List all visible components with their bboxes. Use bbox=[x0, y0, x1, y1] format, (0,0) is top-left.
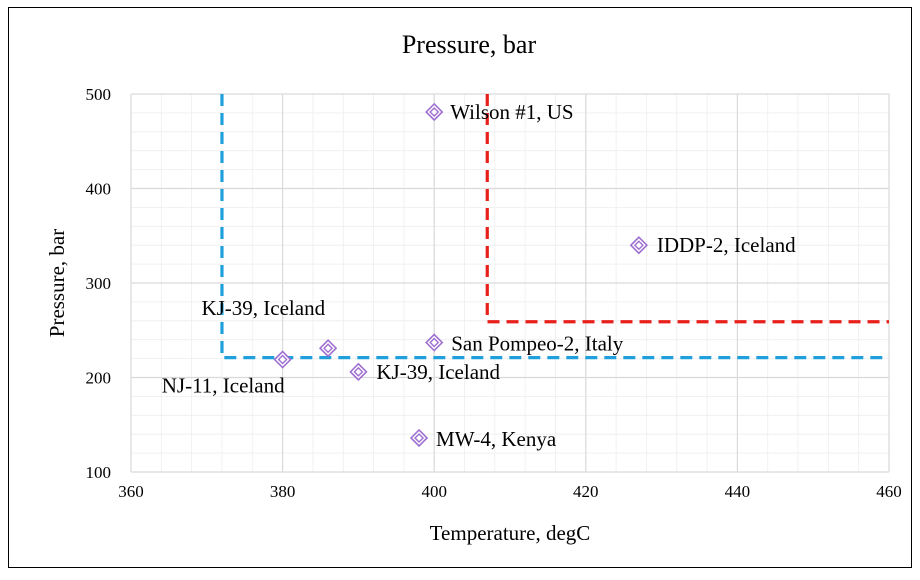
data-point-marker bbox=[273, 350, 292, 369]
y-tick-label: 100 bbox=[86, 463, 112, 482]
data-point-marker bbox=[349, 362, 368, 381]
y-axis-title: Pressure, bar bbox=[45, 229, 69, 337]
grid bbox=[130, 93, 890, 473]
x-tick-label: 440 bbox=[725, 482, 751, 501]
data-points bbox=[273, 102, 648, 448]
data-point-label: San Pompeo-2, Italy bbox=[451, 332, 624, 356]
data-point-label: KJ-39, Iceland bbox=[201, 296, 325, 320]
x-tick-label: 380 bbox=[270, 482, 296, 501]
data-point-marker-inner bbox=[414, 432, 425, 443]
data-point-marker-inner bbox=[277, 354, 288, 365]
data-point-marker bbox=[318, 339, 338, 358]
y-tick-label: 500 bbox=[86, 85, 112, 104]
y-tick-label: 200 bbox=[86, 369, 112, 388]
data-point-marker bbox=[409, 428, 429, 448]
threshold-lines bbox=[220, 94, 889, 360]
point-labels: Wilson #1, US IDDP-2, Iceland San Pompeo-2… bbox=[162, 100, 796, 451]
data-point-marker bbox=[629, 236, 648, 255]
data-point-marker-inner bbox=[429, 106, 440, 117]
x-tick-label: 360 bbox=[118, 482, 144, 501]
x-axis-title: Temperature, degC bbox=[430, 521, 591, 545]
data-point-label: NJ-11, Iceland bbox=[162, 374, 285, 398]
tick-labels: 360 380 400 420 440 460 100 200 300 400 500 bbox=[86, 85, 902, 501]
y-tick-label: 300 bbox=[86, 274, 112, 293]
data-point-label: MW-4, Kenya bbox=[436, 427, 557, 451]
x-tick-label: 420 bbox=[573, 482, 599, 501]
x-tick-label: 400 bbox=[421, 482, 447, 501]
data-point-label: IDDP-2, Iceland bbox=[657, 233, 796, 257]
x-tick-label: 460 bbox=[876, 482, 902, 501]
data-point-marker-inner bbox=[633, 240, 644, 251]
data-point-marker bbox=[425, 102, 444, 122]
chart-frame bbox=[8, 7, 912, 568]
data-point-marker bbox=[425, 333, 444, 352]
data-point-label: Wilson #1, US bbox=[450, 100, 573, 124]
threshold-line-red bbox=[485, 94, 889, 324]
chart-title: Pressure, bar bbox=[402, 30, 537, 59]
data-point-marker-inner bbox=[323, 343, 334, 354]
data-point-marker-inner bbox=[353, 366, 364, 377]
threshold-line-blue bbox=[220, 94, 889, 360]
data-point-marker-inner bbox=[429, 337, 440, 348]
y-tick-label: 400 bbox=[86, 180, 112, 199]
data-point-label: KJ-39, Iceland bbox=[376, 360, 500, 384]
